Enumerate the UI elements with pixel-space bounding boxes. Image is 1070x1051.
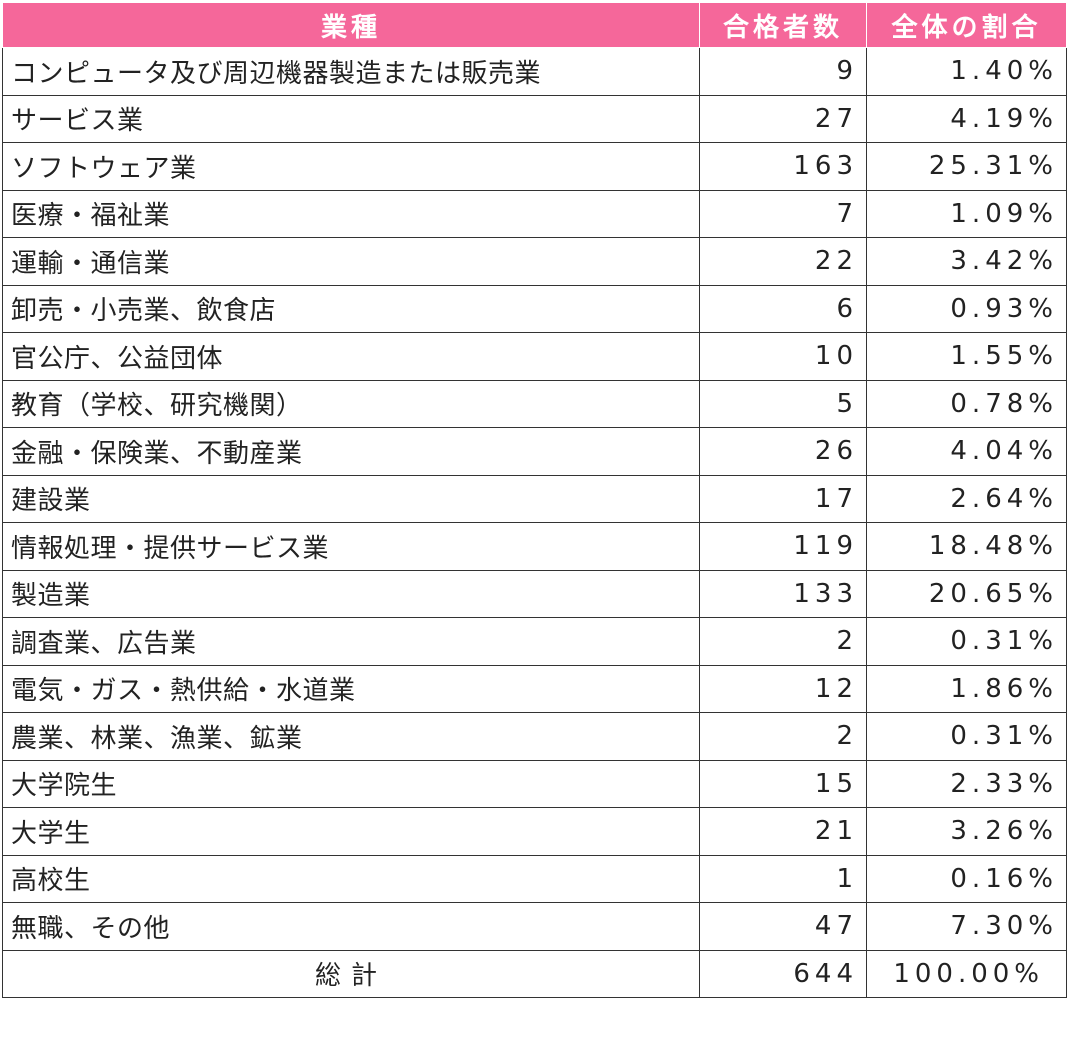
industry-cell: 官公庁、公益団体 [2, 332, 700, 381]
industry-cell: 電気・ガス・熱供給・水道業 [2, 664, 700, 713]
industry-cell: 医療・福祉業 [2, 189, 700, 238]
ratio-cell: 25.31% [866, 142, 1067, 191]
table-row: 製造業 133 20.65% [2, 569, 1067, 618]
ratio-cell: 20.65% [866, 569, 1067, 618]
industry-cell: コンピュータ及び周辺機器製造または販売業 [2, 47, 700, 96]
count-cell: 9 [699, 47, 867, 96]
ratio-cell: 2.33% [866, 759, 1067, 808]
total-row: 総計 644 100.00% [2, 949, 1067, 998]
ratio-cell: 0.93% [866, 284, 1067, 333]
table-row: 高校生 1 0.16% [2, 854, 1067, 903]
table-row: 金融・保険業、不動産業 26 4.04% [2, 427, 1067, 476]
passers-by-industry-table: 業種 合格者数 全体の割合 コンピュータ及び周辺機器製造または販売業 9 1.4… [2, 2, 1067, 998]
ratio-cell: 7.30% [866, 902, 1067, 951]
industry-cell: 運輸・通信業 [2, 237, 700, 286]
table-body: コンピュータ及び周辺機器製造または販売業 9 1.40% サービス業 27 4.… [2, 47, 1067, 998]
count-cell: 163 [699, 142, 867, 191]
count-cell: 2 [699, 617, 867, 666]
industry-cell: 無職、その他 [2, 902, 700, 951]
ratio-cell: 0.31% [866, 712, 1067, 761]
header-row: 業種 合格者数 全体の割合 [2, 2, 1067, 48]
industry-cell: 大学院生 [2, 759, 700, 808]
header-ratio: 全体の割合 [866, 2, 1067, 48]
ratio-cell: 1.09% [866, 189, 1067, 238]
ratio-cell: 18.48% [866, 522, 1067, 571]
table-row: 無職、その他 47 7.30% [2, 902, 1067, 951]
industry-cell: 金融・保険業、不動産業 [2, 427, 700, 476]
header-industry: 業種 [2, 2, 700, 48]
table-row: 調査業、広告業 2 0.31% [2, 617, 1067, 666]
industry-cell: 製造業 [2, 569, 700, 618]
count-cell: 6 [699, 284, 867, 333]
count-cell: 7 [699, 189, 867, 238]
table-row: ソフトウェア業 163 25.31% [2, 142, 1067, 191]
count-cell: 10 [699, 332, 867, 381]
industry-cell: 高校生 [2, 854, 700, 903]
count-cell: 15 [699, 759, 867, 808]
table-row: 情報処理・提供サービス業 119 18.48% [2, 522, 1067, 571]
table-row: 運輸・通信業 22 3.42% [2, 237, 1067, 286]
ratio-cell: 4.19% [866, 94, 1067, 143]
count-cell: 27 [699, 94, 867, 143]
count-cell: 133 [699, 569, 867, 618]
count-cell: 22 [699, 237, 867, 286]
count-cell: 47 [699, 902, 867, 951]
table-row: 大学生 21 3.26% [2, 807, 1067, 856]
count-cell: 17 [699, 474, 867, 523]
ratio-cell: 0.31% [866, 617, 1067, 666]
count-cell: 119 [699, 522, 867, 571]
total-ratio: 100.00% [866, 949, 1067, 998]
ratio-cell: 3.26% [866, 807, 1067, 856]
table-row: 教育（学校、研究機関） 5 0.78% [2, 379, 1067, 428]
industry-cell: 農業、林業、漁業、鉱業 [2, 712, 700, 761]
table-row: サービス業 27 4.19% [2, 94, 1067, 143]
count-cell: 1 [699, 854, 867, 903]
ratio-cell: 4.04% [866, 427, 1067, 476]
count-cell: 26 [699, 427, 867, 476]
total-count: 644 [699, 949, 867, 998]
industry-cell: 教育（学校、研究機関） [2, 379, 700, 428]
count-cell: 2 [699, 712, 867, 761]
industry-cell: ソフトウェア業 [2, 142, 700, 191]
industry-cell: サービス業 [2, 94, 700, 143]
industry-cell: 情報処理・提供サービス業 [2, 522, 700, 571]
table-row: 卸売・小売業、飲食店 6 0.93% [2, 284, 1067, 333]
ratio-cell: 0.78% [866, 379, 1067, 428]
table-row: 建設業 17 2.64% [2, 474, 1067, 523]
ratio-cell: 1.55% [866, 332, 1067, 381]
industry-cell: 卸売・小売業、飲食店 [2, 284, 700, 333]
table-row: 大学院生 15 2.33% [2, 759, 1067, 808]
count-cell: 12 [699, 664, 867, 713]
industry-cell: 調査業、広告業 [2, 617, 700, 666]
table-row: 電気・ガス・熱供給・水道業 12 1.86% [2, 664, 1067, 713]
ratio-cell: 1.40% [866, 47, 1067, 96]
ratio-cell: 0.16% [866, 854, 1067, 903]
count-cell: 21 [699, 807, 867, 856]
ratio-cell: 3.42% [866, 237, 1067, 286]
table-row: コンピュータ及び周辺機器製造または販売業 9 1.40% [2, 47, 1067, 96]
table-row: 官公庁、公益団体 10 1.55% [2, 332, 1067, 381]
ratio-cell: 1.86% [866, 664, 1067, 713]
table-row: 農業、林業、漁業、鉱業 2 0.31% [2, 712, 1067, 761]
table-row: 医療・福祉業 7 1.09% [2, 189, 1067, 238]
industry-cell: 大学生 [2, 807, 700, 856]
header-passers: 合格者数 [699, 2, 867, 48]
total-label: 総計 [2, 949, 700, 998]
industry-cell: 建設業 [2, 474, 700, 523]
count-cell: 5 [699, 379, 867, 428]
ratio-cell: 2.64% [866, 474, 1067, 523]
